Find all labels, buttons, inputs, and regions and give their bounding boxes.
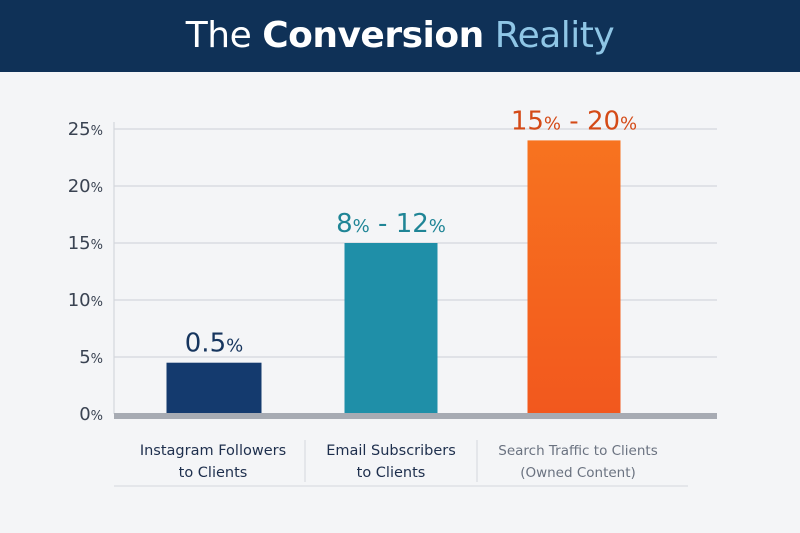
y-tick-label-25: 25% xyxy=(68,119,103,140)
y-tick-label-20: 20% xyxy=(68,176,103,197)
y-tick-label-10: 10% xyxy=(68,290,103,311)
title-banner: The Conversion Reality xyxy=(0,0,800,72)
value-label-search: 15% - 20% xyxy=(511,106,637,136)
title-word-reality: Reality xyxy=(494,15,615,56)
value-label-email: 8% - 12% xyxy=(336,209,446,239)
value-label-instagram: 0.5% xyxy=(185,329,243,359)
bar-search xyxy=(527,140,621,414)
bar-instagram xyxy=(166,362,262,414)
title-word-the: The xyxy=(185,15,252,56)
y-tick-label-15: 15% xyxy=(68,233,103,254)
x-axis-baseline xyxy=(114,413,717,419)
title-word-conversion: Conversion xyxy=(262,15,484,56)
chart-title: The Conversion Reality xyxy=(185,15,615,56)
y-tick-label-0: 0% xyxy=(79,404,103,425)
y-tick-label-5: 5% xyxy=(79,347,103,368)
bar-email xyxy=(344,243,438,414)
